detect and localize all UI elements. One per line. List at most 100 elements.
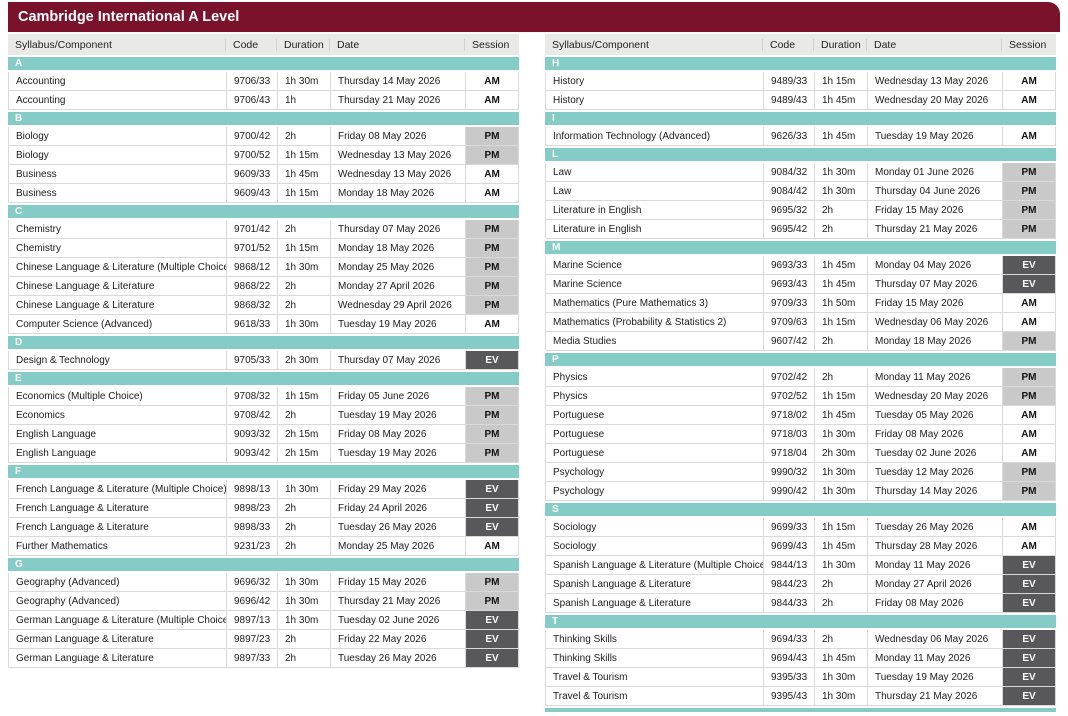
syllabus-cell: Marine Science (553, 278, 622, 290)
session-badge: AM (465, 315, 518, 333)
table-row: Portuguese 9718/03 1h 30m Friday 08 May 202… (545, 425, 1056, 444)
section-header-c: C (8, 205, 519, 218)
syllabus-cell: Mathematics (Probability & Statistics 2) (553, 316, 727, 328)
date-cell: Tuesday 26 May 2026 (330, 649, 465, 667)
code-cell: 9696/42 (226, 592, 277, 610)
date-cell: Thursday 07 May 2026 (867, 275, 1002, 293)
date-cell: Tuesday 19 May 2026 (867, 668, 1002, 686)
column-header: Syllabus/Component (552, 38, 649, 51)
table-row: Thinking Skills 9694/43 1h 45m Monday 11 Ma… (545, 649, 1056, 668)
session-badge: PM (1002, 482, 1055, 500)
date-cell: Friday 22 May 2026 (330, 630, 465, 648)
syllabus-cell: Spanish Language & Literature (Multiple … (553, 559, 763, 571)
code-cell: 9701/42 (226, 220, 277, 238)
code-cell: 9702/42 (763, 368, 814, 386)
duration-cell: 2h 15m (277, 444, 330, 462)
date-cell: Monday 18 May 2026 (330, 239, 465, 257)
session-badge: PM (465, 406, 518, 424)
code-cell: 9718/02 (763, 406, 814, 424)
session-badge: AM (1002, 127, 1055, 145)
duration-cell: 1h 45m (277, 165, 330, 183)
syllabus-cell: Chinese Language & Literature (16, 299, 155, 311)
code-cell: 9897/13 (226, 611, 277, 629)
session-badge: PM (1002, 220, 1055, 238)
session-badge: AM (465, 91, 518, 109)
duration-cell: 1h 30m (814, 182, 867, 200)
table-row: Travel & Tourism 9395/33 1h 30m Tuesday 19 … (545, 668, 1056, 687)
code-cell: 9701/52 (226, 239, 277, 257)
section-header-h: H (545, 57, 1056, 70)
date-cell: Thursday 07 May 2026 (330, 220, 465, 238)
code-cell: 9489/43 (763, 91, 814, 109)
table-row: Spanish Language & Literature 9844/33 2h Fr… (545, 594, 1056, 613)
date-cell: Monday 18 May 2026 (330, 184, 465, 202)
duration-cell: 2h (814, 594, 867, 612)
syllabus-cell: English Language (16, 447, 97, 459)
session-badge: EV (1002, 575, 1055, 593)
date-cell: Thursday 21 May 2026 (867, 687, 1002, 705)
table-row: French Language & Literature 9898/23 2h Fri… (8, 499, 519, 518)
code-cell: 9699/43 (763, 537, 814, 555)
duration-cell: 2h (277, 220, 330, 238)
syllabus-cell: Law (553, 166, 572, 178)
syllabus-cell: Accounting (16, 94, 66, 106)
session-badge: AM (1002, 444, 1055, 462)
session-badge: EV (1002, 649, 1055, 667)
date-cell: Wednesday 29 April 2026 (330, 296, 465, 314)
syllabus-cell: Geography (Advanced) (16, 576, 120, 588)
session-badge: EV (465, 499, 518, 517)
code-cell: 9897/33 (226, 649, 277, 667)
session-badge: AM (1002, 406, 1055, 424)
session-badge: PM (1002, 368, 1055, 386)
code-cell: 9706/33 (226, 72, 277, 90)
code-cell: 9084/42 (763, 182, 814, 200)
syllabus-cell: Mathematics (Pure Mathematics 3) (553, 297, 709, 309)
table-row: Further Mathematics 9231/23 2h Monday 25 Ma… (8, 537, 519, 556)
date-cell: Monday 11 May 2026 (867, 649, 1002, 667)
syllabus-cell: Physics (553, 371, 588, 383)
code-cell: 9844/33 (763, 594, 814, 612)
section-header-s: S (545, 503, 1056, 516)
table-row: Mathematics (Probability & Statistics 2)… (545, 313, 1056, 332)
date-cell: Thursday 21 May 2026 (330, 592, 465, 610)
duration-cell: 2h (814, 368, 867, 386)
session-badge: EV (1002, 668, 1055, 686)
section-header-l: L (545, 148, 1056, 161)
column-header: Date (329, 38, 464, 51)
date-cell: Wednesday 20 May 2026 (867, 387, 1002, 405)
session-badge: AM (1002, 425, 1055, 443)
date-cell: Monday 27 April 2026 (330, 277, 465, 295)
table-row: Biology 9700/52 1h 15m Wednesday 13 May 202… (8, 146, 519, 165)
duration-cell: 1h 30m (277, 592, 330, 610)
duration-cell: 1h 45m (814, 127, 867, 145)
date-cell: Tuesday 02 June 2026 (330, 611, 465, 629)
syllabus-cell: Biology (16, 149, 49, 161)
syllabus-cell: Chemistry (16, 223, 62, 235)
code-cell: 9844/13 (763, 556, 814, 574)
syllabus-cell: French Language & Literature (16, 521, 149, 533)
duration-cell: 1h 15m (277, 387, 330, 405)
date-cell: Tuesday 05 May 2026 (867, 406, 1002, 424)
date-cell: Tuesday 12 May 2026 (867, 463, 1002, 481)
code-cell: 9093/32 (226, 425, 277, 443)
session-badge: PM (465, 592, 518, 610)
date-cell: Tuesday 19 May 2026 (867, 127, 1002, 145)
syllabus-cell: Media Studies (553, 335, 617, 347)
column-header: Duration (813, 38, 866, 51)
code-cell: 9231/23 (226, 537, 277, 555)
session-badge: PM (465, 277, 518, 295)
table-row: Literature in English 9695/32 2h Friday 15 … (545, 201, 1056, 220)
duration-cell: 1h 15m (814, 518, 867, 536)
syllabus-cell: Chemistry (16, 242, 62, 254)
duration-cell: 1h 45m (814, 275, 867, 293)
session-badge: EV (465, 649, 518, 667)
table-row: Physics 9702/52 1h 15m Wednesday 20 May 202… (545, 387, 1056, 406)
code-cell: 9395/43 (763, 687, 814, 705)
code-cell: 9618/33 (226, 315, 277, 333)
code-cell: 9898/33 (226, 518, 277, 536)
table-row: Geography (Advanced) 9696/42 1h 30m Thursda… (8, 592, 519, 611)
table-row: Physics 9702/42 2h Monday 11 May 2026 PM (545, 368, 1056, 387)
session-badge: EV (1002, 594, 1055, 612)
session-badge: EV (465, 518, 518, 536)
